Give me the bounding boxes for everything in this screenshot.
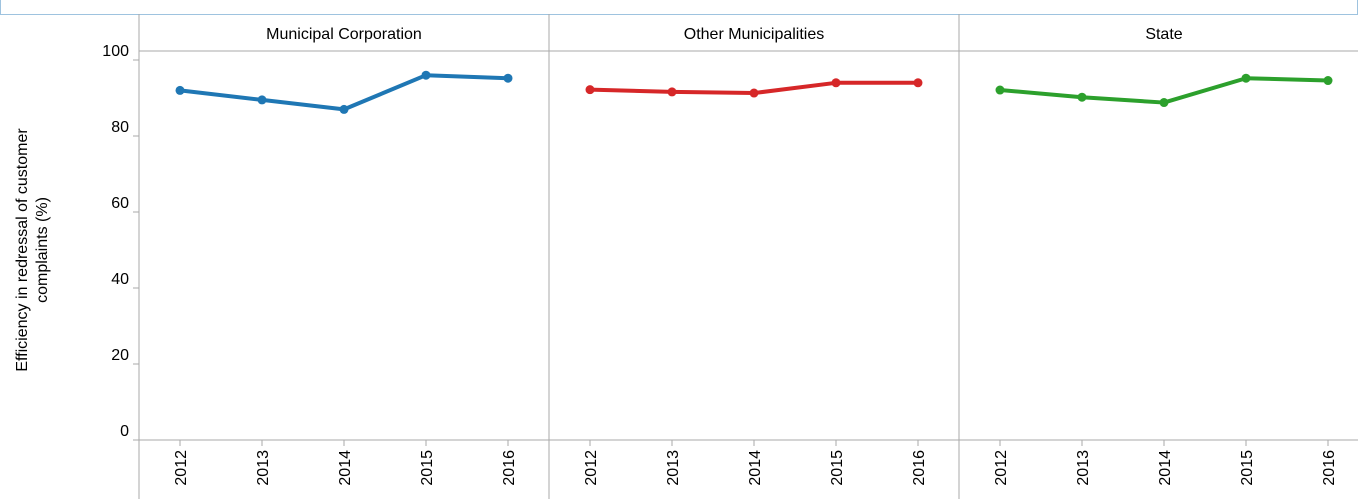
x-tick-label: 2013 bbox=[1075, 450, 1092, 486]
y-axis: 0 20 40 60 80 100 bbox=[102, 43, 139, 440]
data-point bbox=[1160, 98, 1169, 107]
data-point bbox=[996, 86, 1005, 95]
y-tick-label: 100 bbox=[102, 43, 129, 60]
y-axis-title: Efficiency in redressal of customer compl… bbox=[14, 128, 51, 372]
data-point bbox=[340, 105, 349, 114]
y-tick-label: 80 bbox=[111, 119, 129, 136]
data-point bbox=[750, 89, 759, 98]
x-tick-label: 2014 bbox=[337, 450, 354, 486]
x-tick-label: 2012 bbox=[173, 450, 190, 486]
x-tick-label: 2015 bbox=[419, 450, 436, 486]
x-tick-label: 2016 bbox=[501, 450, 518, 486]
facet-panels: Municipal Corporation 2012 2013 2014 2015 201… bbox=[139, 14, 1358, 499]
x-tick-label: 2012 bbox=[583, 450, 600, 486]
y-tick-label: 40 bbox=[111, 271, 129, 288]
x-tick-label: 2014 bbox=[747, 450, 764, 486]
x-tick-label: 2012 bbox=[993, 450, 1010, 486]
facet-panel: Other Municipalities 2012 2013 2014 2015 2016 bbox=[549, 14, 959, 499]
data-point bbox=[668, 87, 677, 96]
data-point bbox=[258, 95, 267, 104]
y-tick-label: 20 bbox=[111, 347, 129, 364]
data-point bbox=[1324, 76, 1333, 85]
x-tick-label: 2016 bbox=[911, 450, 928, 486]
data-point bbox=[176, 86, 185, 95]
facet-header-label: State bbox=[1145, 26, 1182, 43]
x-tick-label: 2016 bbox=[1321, 450, 1338, 486]
x-tick-label: 2013 bbox=[665, 450, 682, 486]
y-tick-label: 60 bbox=[111, 195, 129, 212]
data-point bbox=[504, 74, 513, 83]
data-point bbox=[914, 78, 923, 87]
data-point bbox=[586, 85, 595, 94]
series-line bbox=[180, 75, 508, 109]
data-point bbox=[1078, 93, 1087, 102]
data-point bbox=[422, 71, 431, 80]
facet-panel: State 2012 2013 2014 2015 2016 bbox=[959, 14, 1358, 499]
facet-header-label: Other Municipalities bbox=[684, 26, 825, 43]
y-axis-title-line: complaints (%) bbox=[34, 197, 51, 303]
y-axis-title-line: Efficiency in redressal of customer bbox=[14, 128, 31, 372]
x-tick-label: 2015 bbox=[1239, 450, 1256, 486]
facet-header-label: Municipal Corporation bbox=[266, 26, 422, 43]
x-tick-label: 2014 bbox=[1157, 450, 1174, 486]
x-tick-label: 2015 bbox=[829, 450, 846, 486]
x-tick-label: 2013 bbox=[255, 450, 272, 486]
y-tick-label: 0 bbox=[120, 423, 129, 440]
facet-panel: Municipal Corporation 2012 2013 2014 2015 201… bbox=[139, 14, 549, 499]
data-point bbox=[1242, 74, 1251, 83]
data-point bbox=[832, 78, 841, 87]
